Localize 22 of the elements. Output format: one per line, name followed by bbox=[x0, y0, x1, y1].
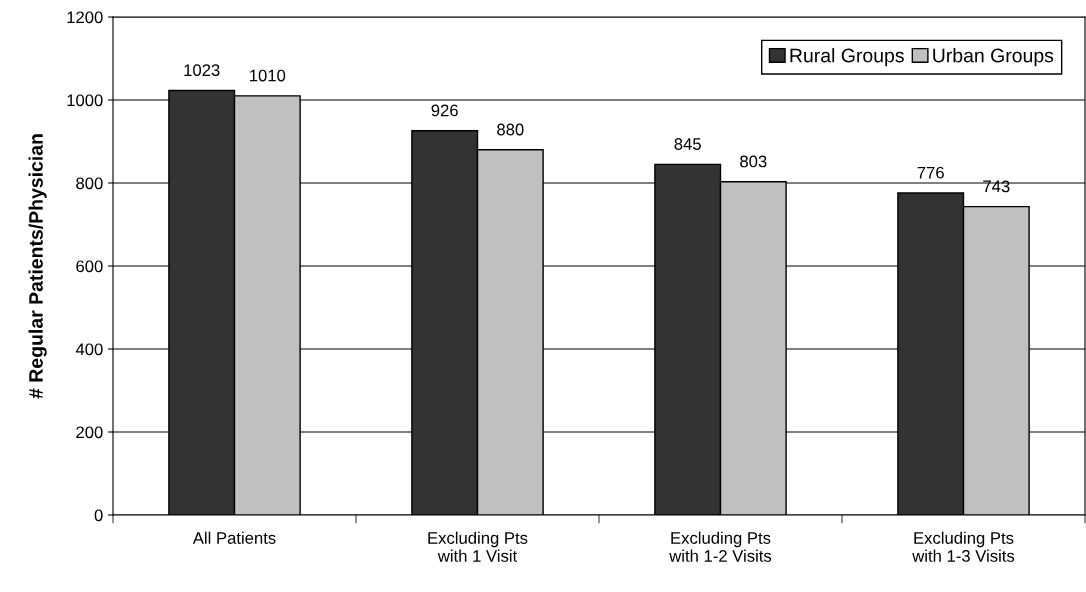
data-label: 1023 bbox=[184, 64, 220, 77]
x-tick-label: Excluding Pts with 1-2 Visits bbox=[669, 531, 772, 562]
data-label: 1010 bbox=[250, 69, 286, 82]
data-label: 926 bbox=[431, 104, 458, 117]
y-tick-label: 800 bbox=[76, 177, 103, 190]
data-label: 845 bbox=[674, 138, 701, 150]
data-label: 776 bbox=[917, 166, 944, 179]
y-tick-label: 0 bbox=[94, 509, 103, 522]
y-tick-label: 1200 bbox=[67, 11, 103, 24]
y-tick-label: 600 bbox=[76, 260, 103, 273]
y-axis-title: # Regular Patients/Physician bbox=[28, 134, 47, 399]
data-label: 743 bbox=[983, 180, 1010, 193]
y-tick-label: 400 bbox=[75, 343, 103, 356]
legend-label: Urban Groups bbox=[933, 48, 1054, 67]
data-label: 803 bbox=[740, 155, 767, 168]
x-tick-label: Excluding Pts with 1 Visit bbox=[428, 531, 528, 562]
data-label: 880 bbox=[497, 123, 524, 136]
y-tick-label: 1000 bbox=[67, 94, 103, 107]
legend-label: Rural Groups bbox=[790, 48, 904, 67]
y-tick-label: 200 bbox=[76, 426, 103, 439]
x-tick-label: All Patients bbox=[192, 531, 276, 544]
x-tick-label: Excluding Pts with 1-3 Visits bbox=[912, 531, 1015, 562]
